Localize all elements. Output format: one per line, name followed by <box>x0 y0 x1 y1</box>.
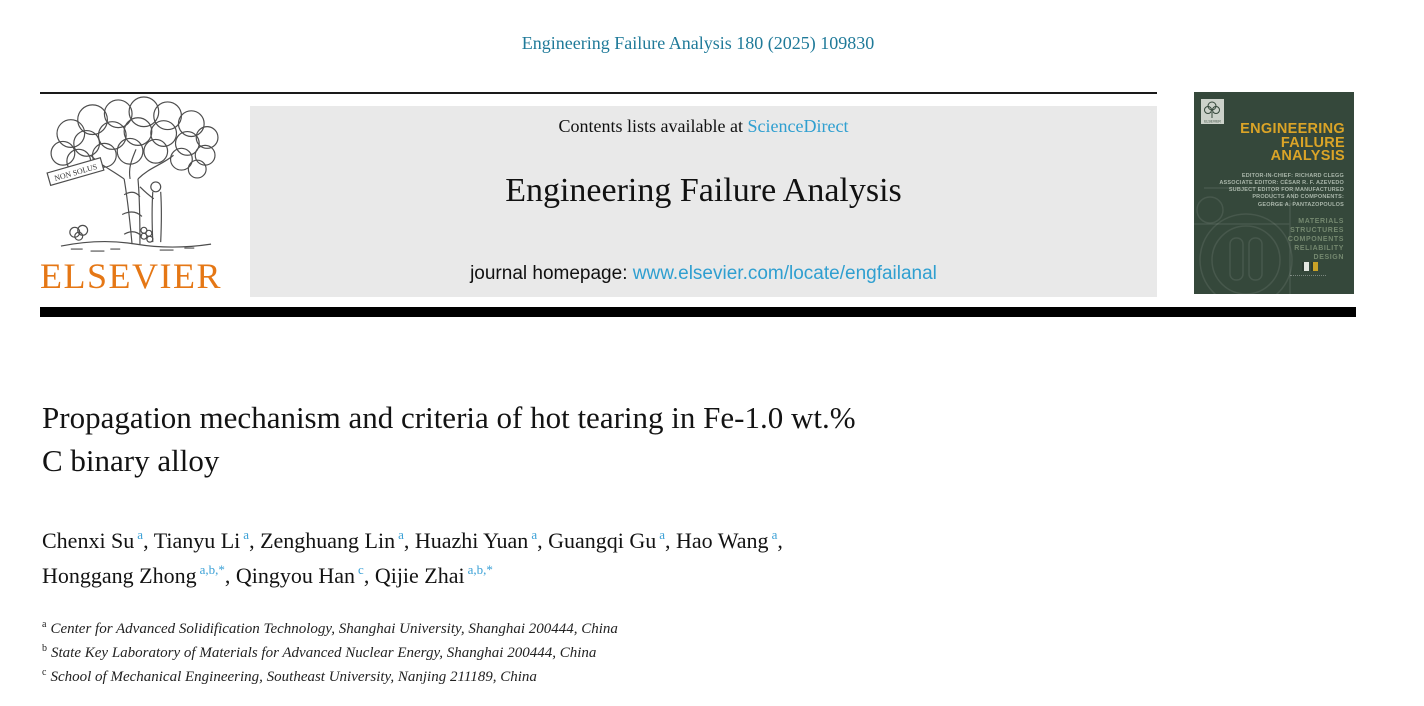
homepage-line: journal homepage: www.elsevier.com/locat… <box>250 263 1157 285</box>
author-affil-sup: c <box>358 562 364 578</box>
author-name: Chenxi Su <box>42 527 135 553</box>
cover-topics: MATERIALS STRUCTURES COMPONENTS RELIABIL… <box>1288 217 1344 262</box>
affiliation-sup: c <box>42 667 47 679</box>
cover-editor-line: EDITOR-IN-CHIEF: RICHARD CLEGG <box>1241 173 1344 179</box>
author-affil-sup: a <box>398 527 404 543</box>
author-affil-sup: a,b,* <box>467 562 493 578</box>
article-title-line2: C binary alloy <box>42 442 220 478</box>
affiliation-sup: a <box>42 618 47 630</box>
cover-topic-line: RELIABILITY <box>1294 245 1344 253</box>
article-title-line1: Propagation mechanism and criteria of ho… <box>42 400 856 435</box>
author-name: Tianyu Li <box>153 527 241 553</box>
cover-elsevier-chip: ELSEVIER <box>1201 99 1224 124</box>
cover-editor-line: GEORGE A. PANTAZOPOULOS <box>1257 201 1344 208</box>
homepage-link[interactable]: www.elsevier.com/locate/engfailanal <box>632 263 937 284</box>
cover-line-art <box>1194 187 1295 294</box>
cover-title: ENGINEERING FAILURE ANALYSIS <box>1240 121 1345 164</box>
author: Guangqi Gu a <box>548 527 676 553</box>
cover-topic-line: MATERIALS <box>1298 218 1344 225</box>
author-affil-sup: a <box>659 527 666 543</box>
author: Tianyu Li a <box>153 527 260 553</box>
cover-badges <box>1302 262 1318 271</box>
article-title: Propagation mechanism and criteria of ho… <box>42 397 1177 483</box>
author-name: Hao Wang <box>676 527 769 553</box>
author: Huazhi Yuan a <box>414 527 548 553</box>
section-divider-bar <box>40 307 1356 317</box>
affiliation-text: Center for Advanced Solidification Techn… <box>50 620 618 637</box>
contents-line: Contents lists available at ScienceDirec… <box>250 116 1157 137</box>
cover-chip-label: ELSEVIER <box>1204 120 1221 124</box>
author-affil-sup: a <box>771 527 778 543</box>
author-name: Honggang Zhong <box>42 562 197 588</box>
author: Chenxi Su a <box>42 527 154 553</box>
journal-title: Engineering Failure Analysis <box>505 172 902 209</box>
author-affil-sup: a <box>243 527 250 543</box>
cover-topic-line: DESIGN <box>1313 254 1344 262</box>
cover-badge-icon <box>1302 262 1309 271</box>
journal-citation: Engineering Failure Analysis 180 (2025) … <box>521 33 875 53</box>
affiliation-sup: b <box>42 643 47 655</box>
author-name: Guangqi Gu <box>548 527 657 553</box>
author-list: Chenxi SuaTianyu LiaZenghuang LinaHuazhi… <box>42 523 1177 593</box>
author: Honggang Zhong a,b,* <box>42 562 236 588</box>
elsevier-tree-icon: NON SOLUS <box>46 96 219 252</box>
author: Zenghuang Lin a <box>260 527 415 553</box>
cover-editor-line: PRODUCTS AND COMPONENTS: <box>1252 194 1344 201</box>
author-name: Zenghuang Lin <box>260 527 396 553</box>
cover-title-line: FAILURE <box>1280 134 1345 151</box>
contents-prefix: Contents lists available at <box>558 116 748 136</box>
cover-topic-line: COMPONENTS <box>1287 236 1344 244</box>
elsevier-wordmark: ELSEVIER <box>40 256 222 296</box>
cover-badge-line <box>1290 275 1326 276</box>
affiliation: b State Key Laboratory of Materials for A… <box>42 641 1177 665</box>
author: Qijie Zhai a,b,* <box>374 562 493 588</box>
author-name: Huazhi Yuan <box>414 527 529 553</box>
cover-title-line: ANALYSIS <box>1270 148 1345 164</box>
affiliation-text: State Key Laboratory of Materials for Ad… <box>51 645 597 662</box>
author-affil-sup: a <box>531 527 538 543</box>
homepage-prefix: journal homepage: <box>470 263 633 284</box>
sciencedirect-link[interactable]: ScienceDirect <box>747 116 849 136</box>
masthead-box: Contents lists available at ScienceDirec… <box>250 106 1157 297</box>
article-head: Propagation mechanism and criteria of ho… <box>42 397 1177 690</box>
affiliation-list: a Center for Advanced Solidification Tech… <box>42 617 1177 690</box>
cover-editors: EDITOR-IN-CHIEF: RICHARD CLEGG ASSOCIATE… <box>1219 173 1344 209</box>
affiliation: c School of Mechanical Engineering, South… <box>42 665 1177 689</box>
affiliation-text: School of Mechanical Engineering, Southe… <box>50 669 537 686</box>
author-name: Qingyou Han <box>235 562 356 588</box>
author: Qingyou Han c <box>235 562 375 588</box>
affiliation: a Center for Advanced Solidification Tech… <box>42 617 1177 641</box>
author-affil-sup: a <box>137 527 144 543</box>
cover-topic-line: STRUCTURES <box>1290 227 1344 235</box>
cover-editor-line: ASSOCIATE EDITOR: CÉSAR R. F. AZEVEDO <box>1219 180 1344 187</box>
cover-badge-icon <box>1311 262 1318 271</box>
author-affil-sup: a,b,* <box>199 562 225 578</box>
author-name: Qijie Zhai <box>374 562 465 588</box>
author: Hao Wang a <box>676 527 783 553</box>
cover-editor-line: SUBJECT EDITOR FOR MANUFACTURED <box>1228 187 1344 194</box>
cover-tree-icon: ELSEVIER <box>1204 101 1221 124</box>
journal-cover: ELSEVIER ENGINEERING FAILURE ANALYSIS ED… <box>1194 92 1354 294</box>
cover-title-line: ENGINEERING <box>1240 121 1345 137</box>
elsevier-logo: NON SOLUS ELSEVIER <box>40 96 232 298</box>
header-rule <box>40 92 1157 94</box>
